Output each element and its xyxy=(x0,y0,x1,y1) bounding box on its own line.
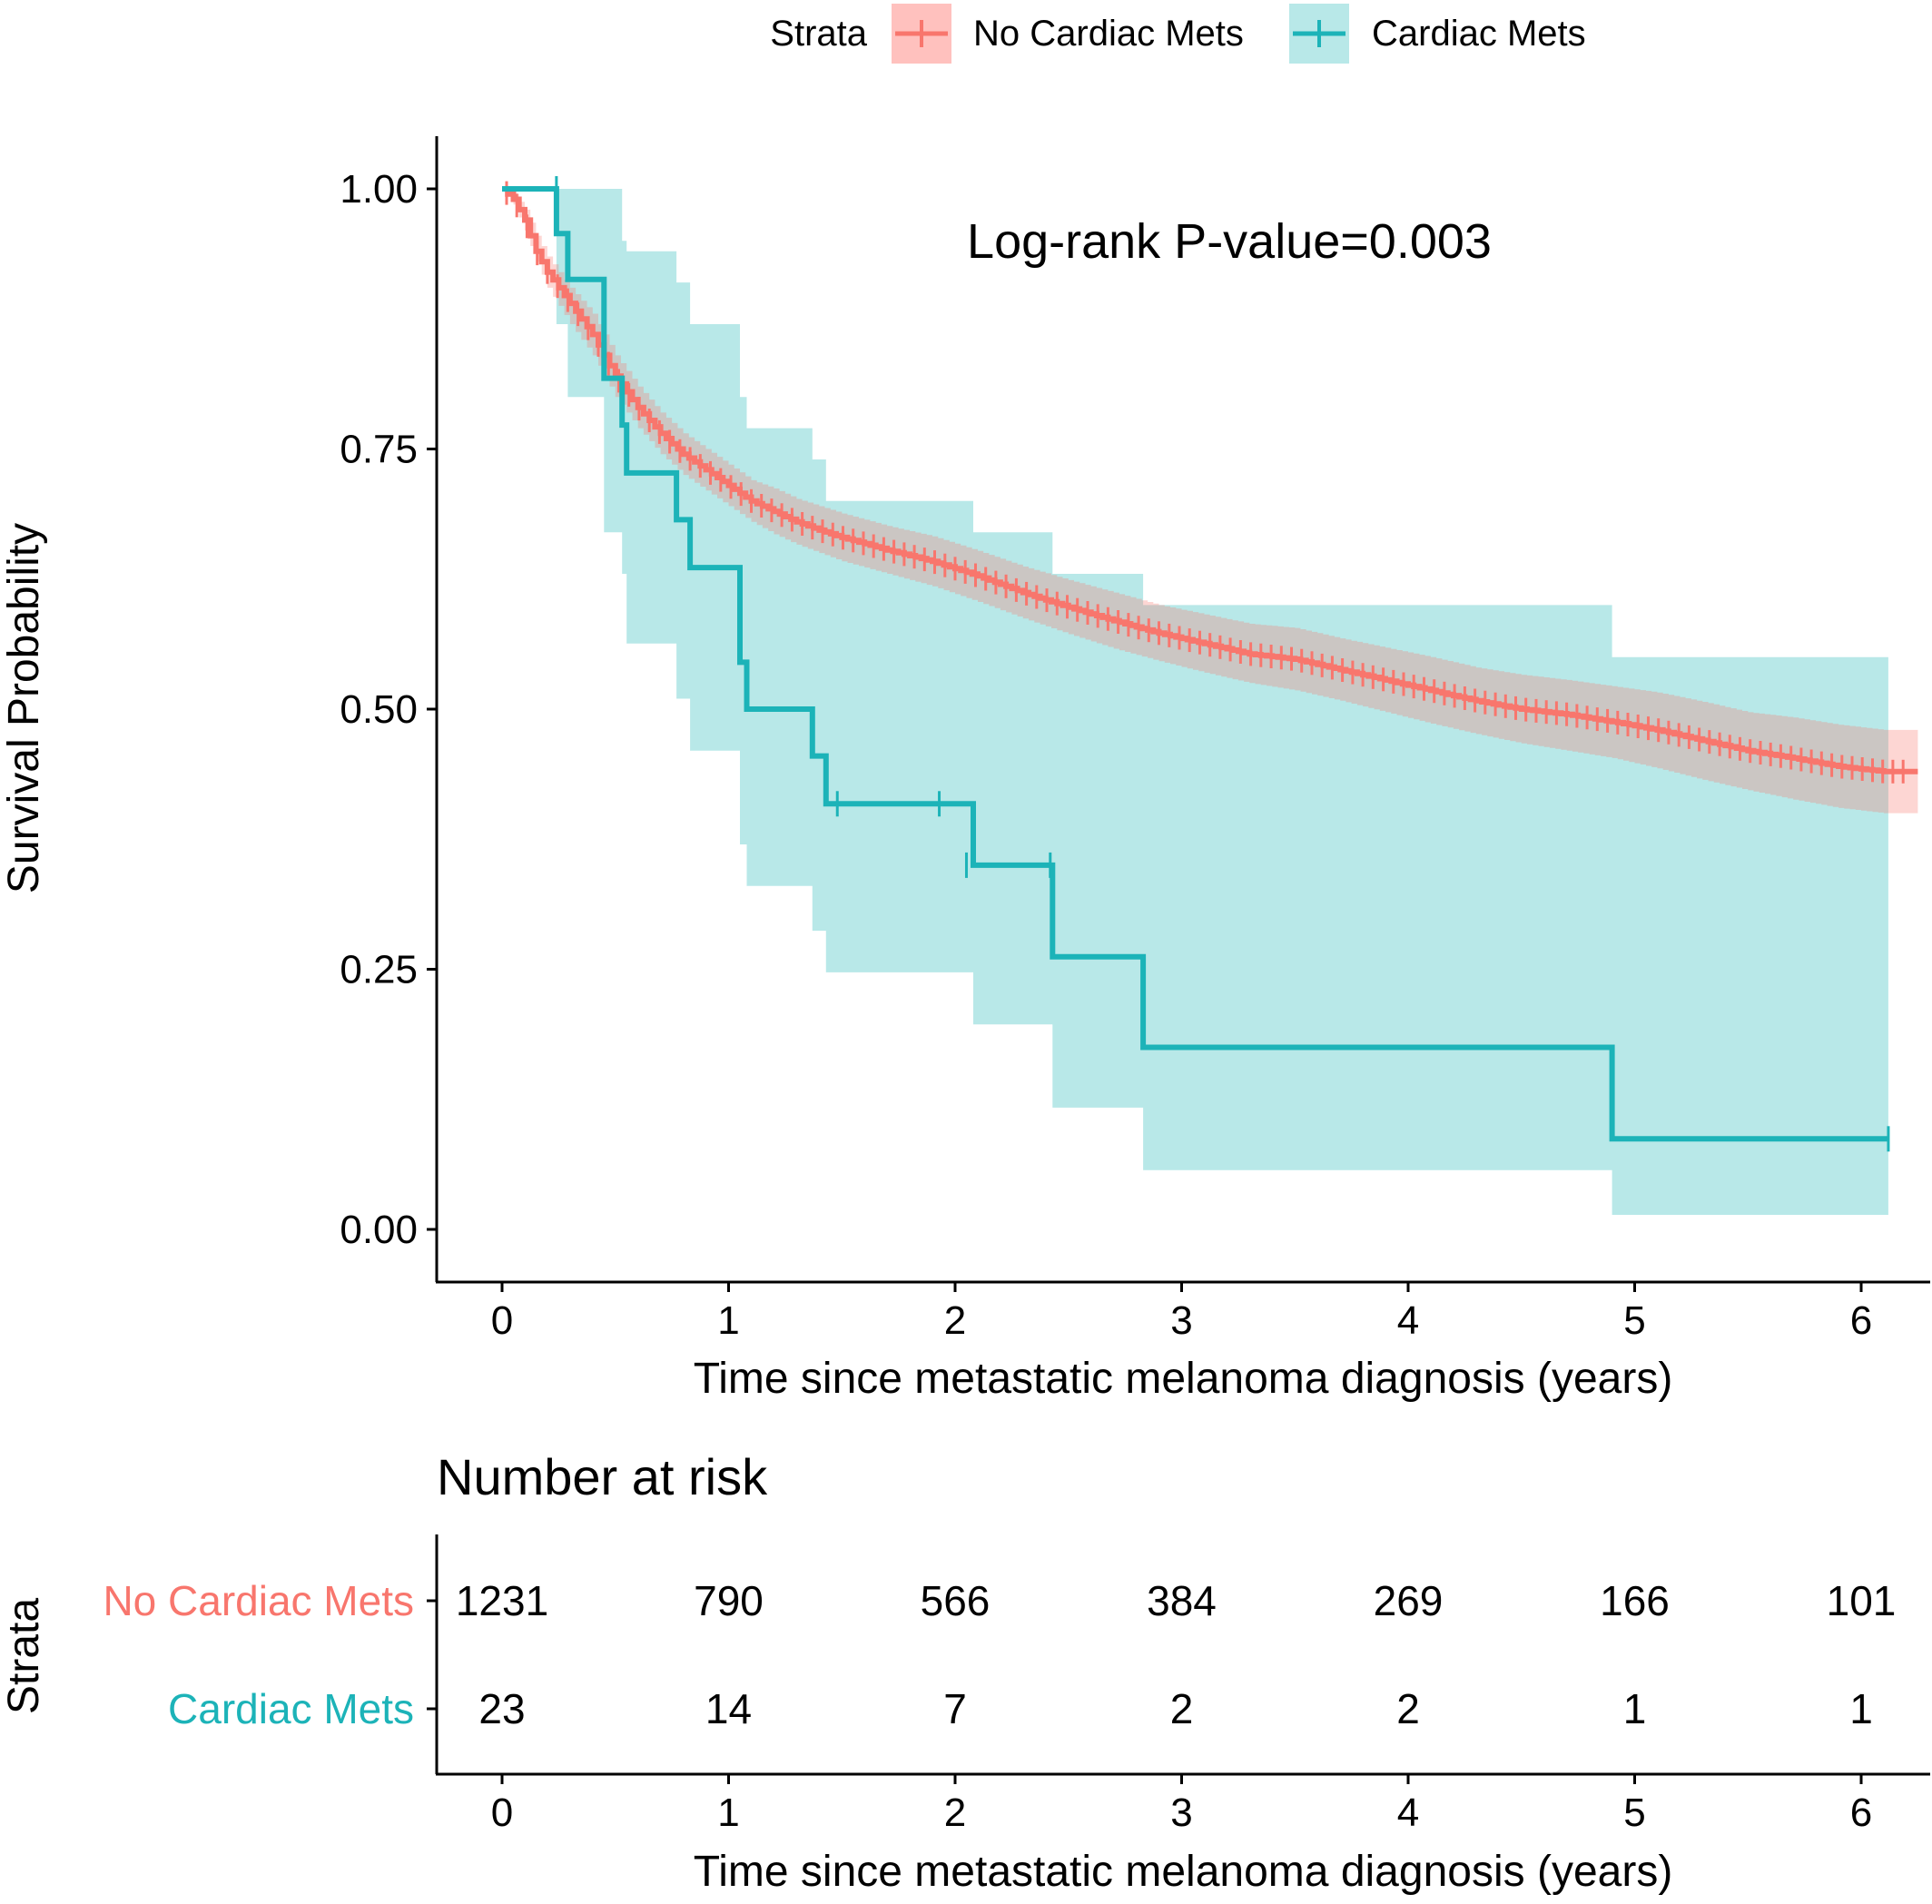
risk-cell: 7 xyxy=(943,1685,967,1732)
x-tick-label: 5 xyxy=(1623,1791,1645,1835)
risk-row-label: Cardiac Mets xyxy=(168,1685,414,1732)
risk-cell: 566 xyxy=(921,1577,991,1624)
logrank-annotation: Log-rank P-value=0.003 xyxy=(967,214,1492,269)
x-tick-label: 4 xyxy=(1397,1791,1419,1835)
x-tick-label: 3 xyxy=(1170,1298,1192,1343)
x-tick-label: 0 xyxy=(491,1298,513,1343)
ci-band-no-cardiac-mets xyxy=(502,189,1918,814)
risk-table-rows: No Cardiac Mets 1231 790 566 384 269 166 101Car… xyxy=(103,1577,1896,1732)
ci-layer xyxy=(502,189,1918,1215)
risk-table-title: Number at risk xyxy=(437,1448,768,1505)
legend-label-no-cardiac: No Cardiac Mets xyxy=(973,14,1244,54)
x-tick-label: 2 xyxy=(944,1791,966,1835)
risk-table-x-ticks: 0 1 2 3 4 5 6 xyxy=(491,1774,1872,1835)
risk-cell: 384 xyxy=(1147,1577,1217,1624)
risk-cell: 2 xyxy=(1396,1685,1420,1732)
risk-cell: 14 xyxy=(705,1685,752,1732)
x-tick-label: 4 xyxy=(1397,1298,1419,1343)
risk-table-x-title: Time since metastatic melanoma diagnosis… xyxy=(694,1848,1673,1896)
x-tick-label: 2 xyxy=(944,1298,966,1343)
y-tick-label: 1.00 xyxy=(340,167,418,212)
censor-marks-no-cardiac-mets xyxy=(505,181,1905,784)
y-axis-ticks: 0.00 0.25 0.50 0.75 1.00 xyxy=(340,167,437,1252)
y-tick-label: 0.50 xyxy=(340,687,418,732)
y-tick-label: 0.25 xyxy=(340,948,418,992)
risk-row-label: No Cardiac Mets xyxy=(103,1577,414,1624)
risk-cell: 1231 xyxy=(456,1577,548,1624)
x-tick-label: 6 xyxy=(1850,1791,1872,1835)
risk-cell: 1 xyxy=(1849,1685,1873,1732)
x-tick-label: 0 xyxy=(491,1791,513,1835)
x-tick-label: 5 xyxy=(1623,1298,1645,1343)
x-tick-label: 3 xyxy=(1170,1791,1192,1835)
legend: Strata No Cardiac Mets Cardiac Mets xyxy=(770,4,1586,64)
risk-table-y-title: Strata xyxy=(0,1598,48,1714)
y-axis-title: Survival Probability xyxy=(0,523,48,893)
risk-cell: 166 xyxy=(1600,1577,1670,1624)
survival-curve-cardiac-mets xyxy=(502,186,1888,1142)
x-tick-label: 6 xyxy=(1850,1298,1872,1343)
x-axis-ticks: 0 1 2 3 4 5 6 xyxy=(491,1282,1872,1343)
ci-band-cardiac-mets xyxy=(502,189,1888,1215)
risk-cell: 101 xyxy=(1827,1577,1897,1624)
risk-table: Number at risk Strata No Cardiac Mets 123… xyxy=(0,1448,1930,1896)
risk-cell: 2 xyxy=(1170,1685,1194,1732)
risk-cell: 23 xyxy=(478,1685,525,1732)
x-axis-title: Time since metastatic melanoma diagnosis… xyxy=(694,1355,1673,1403)
risk-cell: 269 xyxy=(1374,1577,1444,1624)
risk-cell: 1 xyxy=(1623,1685,1647,1732)
y-tick-label: 0.75 xyxy=(340,428,418,472)
x-tick-label: 1 xyxy=(717,1298,739,1343)
y-tick-label: 0.00 xyxy=(340,1208,418,1252)
legend-title: Strata xyxy=(770,14,867,54)
legend-label-cardiac: Cardiac Mets xyxy=(1372,14,1586,54)
x-tick-label: 1 xyxy=(717,1791,739,1835)
censor-marks-cardiac-mets xyxy=(555,176,1890,1152)
km-plot: 0.00 0.25 0.50 0.75 1.00 0 1 2 3 4 5 6 Survival Pr… xyxy=(0,136,1930,1403)
risk-cell: 790 xyxy=(694,1577,764,1624)
